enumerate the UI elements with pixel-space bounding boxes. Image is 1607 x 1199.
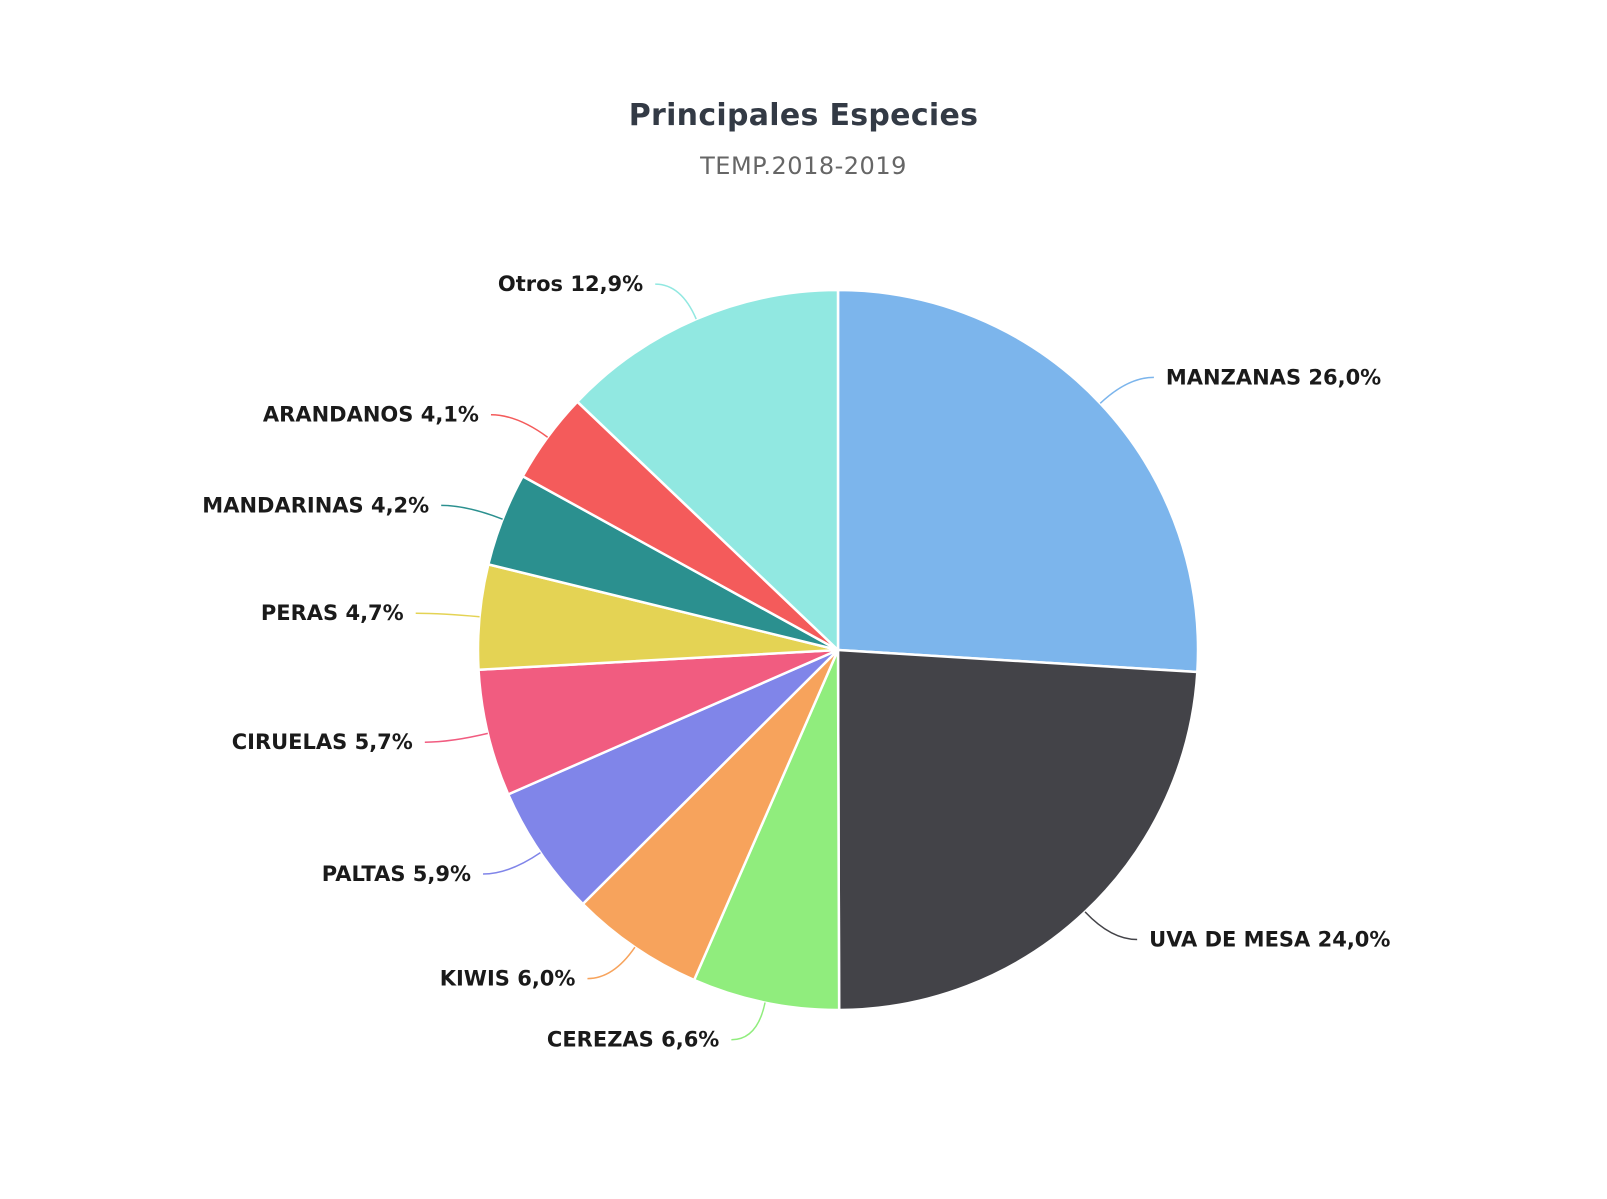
labels-layer: MANZANAS 26,0% UVA DE MESA 24,0% CEREZAS 6… [202,272,1390,1052]
slice-label-uva-de-mesa: UVA DE MESA 24,0% [1149,927,1390,951]
slice-label-otros: Otros 12,9% [498,272,643,296]
connector-ciruelas [424,732,488,743]
connector-manzanas [1099,376,1154,404]
slice-label-kiwis: KIWIS 6,0% [440,967,576,991]
chart-subtitle: TEMP.2018-2019 [700,152,907,180]
slice-label-mandarinas: MANDARINAS 4,2% [202,493,429,517]
slices-layer [476,288,1200,1012]
connector-otros [655,283,697,320]
connector-kiwis [587,946,636,980]
pie-slice-otros[interactable] [576,288,840,652]
pie-slice-kiwis[interactable] [581,648,840,982]
connector-uva-de-mesa [1084,911,1138,941]
pie-slice-ciruelas[interactable] [477,648,840,796]
connector-mandarinas [441,504,503,520]
pie-slice-paltas[interactable] [506,648,840,906]
slice-label-cerezas: CEREZAS 6,6% [547,1028,719,1052]
chart-title: Principales Especies [628,98,979,133]
slice-label-paltas: PALTAS 5,9% [322,862,471,886]
slice-label-arandanos: ARANDANOS 4,1% [263,403,479,427]
slice-label-peras: PERAS 4,7% [261,601,404,625]
slice-label-manzanas: MANZANAS 26,0% [1166,365,1381,389]
connector-arandanos [490,414,549,438]
connector-peras [415,612,480,618]
pie-slice-uva-de-mesa[interactable] [836,648,1199,1012]
slice-label-ciruelas: CIRUELAS 5,7% [232,730,413,754]
connector-paltas [483,852,541,875]
connector-cerezas [731,1002,766,1041]
pie-slice-manzanas[interactable] [836,288,1200,674]
